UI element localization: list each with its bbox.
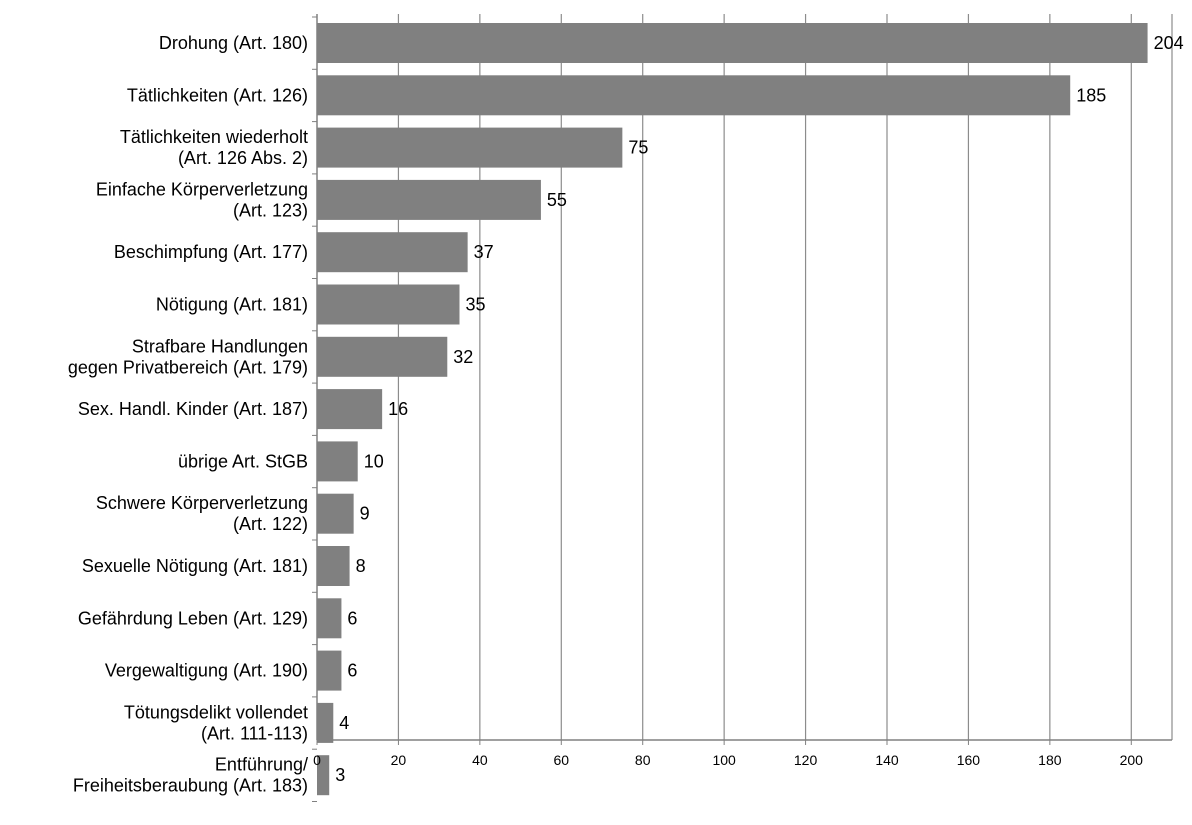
data-label: 3: [335, 765, 345, 785]
data-label: 32: [453, 347, 473, 367]
category-label: Sexuelle Nötigung (Art. 181): [82, 556, 308, 576]
value-labels: 204 185 75 55 37 35 32 16 10 9 8 6 6 4 3: [335, 33, 1183, 785]
bars: [317, 23, 1148, 796]
data-label: 4: [339, 713, 349, 733]
category-label: Vergewaltigung (Art. 190): [105, 661, 308, 681]
category-label: Drohung (Art. 180): [159, 33, 308, 53]
category-label: Entführung/: [215, 755, 308, 775]
data-label: 10: [364, 451, 384, 471]
category-label: Gefährdung Leben (Art. 129): [78, 608, 308, 628]
bar: [317, 546, 350, 586]
bar: [317, 23, 1148, 63]
category-label: Nötigung (Art. 181): [156, 295, 308, 315]
data-label: 185: [1076, 85, 1106, 105]
bar: [317, 598, 342, 639]
x-tick-labels: 0 20 40 60 80 100 120 140 160 180 200: [313, 752, 1143, 768]
category-label: (Art. 126 Abs. 2): [178, 148, 308, 168]
category-label: gegen Privatbereich (Art. 179): [68, 357, 308, 377]
bar: [317, 336, 448, 377]
grid-lines: [397, 14, 1173, 740]
bar: [317, 179, 541, 220]
data-label: 37: [474, 242, 494, 262]
category-label: Tätlichkeiten (Art. 126): [127, 85, 308, 105]
category-label: Schwere Körperverletzung: [96, 493, 308, 513]
x-tick-label: 160: [957, 752, 981, 768]
category-label: Strafbare Handlungen: [132, 336, 308, 356]
category-label: (Art. 122): [233, 514, 308, 534]
category-label: Beschimpfung (Art. 177): [114, 242, 308, 262]
data-label: 16: [388, 399, 408, 419]
data-label: 35: [466, 295, 486, 315]
x-tick-label: 40: [472, 752, 488, 768]
x-tick-label: 180: [1038, 752, 1062, 768]
axes: [312, 14, 1172, 802]
x-tick-label: 60: [553, 752, 569, 768]
data-label: 55: [547, 190, 567, 210]
x-tick-label: 100: [712, 752, 736, 768]
x-tick-label: 120: [794, 752, 818, 768]
bar: [317, 75, 1071, 116]
bar: [317, 389, 383, 430]
bar: [317, 702, 334, 743]
x-tick-label: 0: [313, 752, 321, 768]
data-label: 204: [1154, 33, 1184, 53]
bar: [317, 284, 460, 325]
data-label: 6: [347, 608, 357, 628]
bar: [317, 650, 342, 691]
x-tick-label: 20: [391, 752, 407, 768]
bar: [317, 441, 358, 482]
category-label: Tätlichkeiten wiederholt: [120, 127, 308, 147]
category-label: übrige Art. StGB: [178, 451, 308, 471]
category-label: Tötungsdelikt vollendet: [124, 702, 308, 722]
data-label: 8: [356, 556, 366, 576]
category-label: Sex. Handl. Kinder (Art. 187): [78, 399, 308, 419]
bar: [317, 493, 354, 534]
category-label: (Art. 123): [233, 200, 308, 220]
bar: [317, 232, 468, 273]
bar: [317, 127, 623, 168]
x-tick-label: 140: [875, 752, 899, 768]
data-label: 75: [628, 138, 648, 158]
category-label: Freiheitsberaubung (Art. 183): [73, 776, 308, 796]
bar: [317, 755, 330, 796]
x-tick-label: 80: [635, 752, 651, 768]
x-tick-label: 200: [1120, 752, 1144, 768]
data-label: 9: [360, 504, 370, 524]
category-label: Einfache Körperverletzung: [96, 179, 308, 199]
data-label: 6: [347, 661, 357, 681]
category-label: (Art. 111-113): [201, 723, 308, 743]
category-labels: Drohung (Art. 180) Tätlichkeiten (Art. 12…: [68, 33, 308, 796]
